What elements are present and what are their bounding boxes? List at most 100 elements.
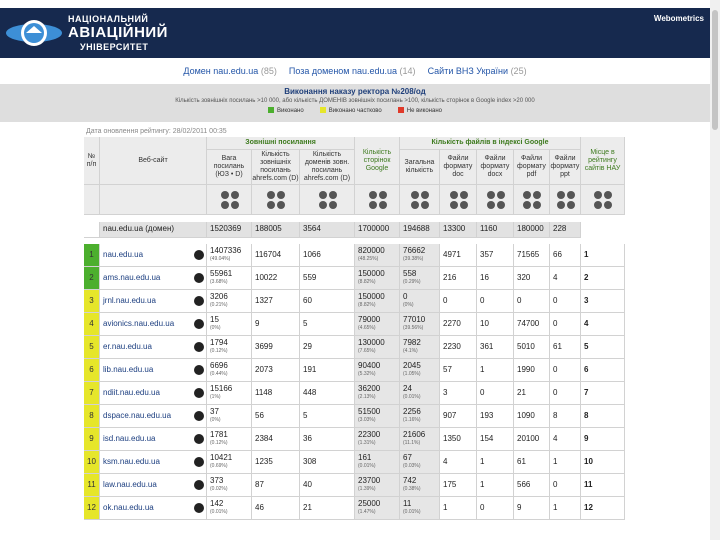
site-link[interactable]: ok.nau.edu.ua [100, 497, 207, 520]
sort-button[interactable] [368, 191, 377, 199]
metric-cell: 66 [550, 244, 581, 267]
site-link[interactable]: jrnl.nau.edu.ua [100, 290, 207, 313]
nav-link[interactable]: Сайти ВНЗ України (25) [428, 66, 527, 76]
sort-button[interactable] [411, 191, 419, 199]
sort-button[interactable] [486, 201, 495, 209]
site-link[interactable]: nau.edu.ua [100, 244, 207, 267]
metric-cell: 150000 (8.82%) [355, 290, 400, 313]
metric-cell: 77010 (39.56%) [400, 313, 440, 336]
sort-button[interactable] [523, 201, 531, 209]
info-icon[interactable] [194, 273, 204, 283]
nav-label: Поза доменом nau.edu.ua [288, 66, 398, 76]
sort-button[interactable] [277, 191, 285, 199]
info-icon[interactable] [194, 342, 204, 352]
sort-button[interactable] [459, 191, 468, 199]
sort-button[interactable] [533, 201, 541, 209]
metric-share: (0.12%) [210, 348, 228, 354]
sort-cell [84, 185, 100, 215]
scrollbar[interactable] [710, 0, 720, 540]
site-link[interactable]: dspace.nau.edu.ua [100, 405, 207, 428]
metric-value: 161 [358, 453, 372, 462]
sort-button[interactable] [368, 201, 377, 209]
sort-button[interactable] [594, 191, 602, 199]
sort-button[interactable] [277, 201, 285, 209]
row-number: 10 [84, 451, 100, 474]
sort-button[interactable] [556, 201, 565, 209]
sort-button[interactable] [378, 201, 387, 209]
metric-cell: 36 [300, 428, 355, 451]
metric-cell: 10022 [252, 267, 300, 290]
sort-button[interactable] [604, 201, 612, 209]
rank-place: 4 [581, 313, 625, 336]
nav-link[interactable]: Поза доменом nau.edu.ua (14) [289, 66, 416, 76]
sort-button[interactable] [459, 201, 468, 209]
site-link[interactable]: lib.nau.edu.ua [100, 359, 207, 382]
sort-button[interactable] [556, 191, 565, 199]
sort-button[interactable] [230, 201, 239, 209]
legend-item: Не виконано [397, 107, 442, 114]
site-link[interactable]: isd.nau.edu.ua [100, 428, 207, 451]
metric-share: (8.82%) [358, 302, 376, 308]
metric-cell: 4 [550, 267, 581, 290]
info-icon[interactable] [194, 296, 204, 306]
metric-cell: 5 [300, 313, 355, 336]
sort-button[interactable] [411, 201, 419, 209]
metric-value: 0 [403, 292, 408, 301]
metric-cell: 0 [550, 474, 581, 497]
sort-button[interactable] [378, 191, 387, 199]
metric-cell: 24 (0.01%) [400, 382, 440, 405]
sort-button[interactable] [267, 191, 275, 199]
metric-cell: 150000 (8.82%) [355, 267, 400, 290]
sort-button[interactable] [449, 201, 458, 209]
sort-button[interactable] [421, 191, 429, 199]
sort-button[interactable] [496, 201, 505, 209]
metric-value: 37 [210, 407, 219, 416]
info-icon[interactable] [194, 434, 204, 444]
info-icon[interactable] [194, 365, 204, 375]
sort-button[interactable] [496, 191, 505, 199]
sort-button[interactable] [220, 191, 229, 199]
brand-link[interactable]: Webometrics [653, 14, 704, 23]
info-icon[interactable] [194, 388, 204, 398]
info-icon[interactable] [194, 480, 204, 490]
site-link[interactable]: er.nau.edu.ua [100, 336, 207, 359]
metric-cell: 2270 [440, 313, 477, 336]
site-link[interactable]: law.nau.edu.ua [100, 474, 207, 497]
sort-button[interactable] [449, 191, 458, 199]
info-icon[interactable] [194, 250, 204, 260]
metric-value: 21606 [403, 430, 426, 439]
sort-button[interactable] [230, 191, 239, 199]
info-icon[interactable] [194, 319, 204, 329]
column-header: Кількість доменів зовн. посилань ahrefs.… [300, 150, 355, 185]
logo-emblem [6, 20, 62, 46]
metric-value: 2045 [403, 361, 421, 370]
sort-button[interactable] [318, 191, 327, 199]
sort-button[interactable] [566, 191, 575, 199]
column-header: Загальна кількість [400, 150, 440, 185]
metric-cell: 90400 (5.32%) [355, 359, 400, 382]
info-icon[interactable] [194, 457, 204, 467]
sort-button[interactable] [328, 191, 337, 199]
sort-button[interactable] [566, 201, 575, 209]
sort-button[interactable] [533, 191, 541, 199]
sort-button[interactable] [220, 201, 229, 209]
sort-button[interactable] [594, 201, 602, 209]
site-link[interactable]: ksm.nau.edu.ua [100, 451, 207, 474]
sort-button[interactable] [318, 201, 327, 209]
metric-share: (0.69%) [210, 463, 228, 469]
info-icon[interactable] [194, 503, 204, 513]
nav-link[interactable]: Домен nau.edu.ua (85) [183, 66, 276, 76]
site-link[interactable]: ndiit.nau.edu.ua [100, 382, 207, 405]
sort-button[interactable] [421, 201, 429, 209]
site-link[interactable]: avionics.nau.edu.ua [100, 313, 207, 336]
sort-button[interactable] [523, 191, 531, 199]
info-icon[interactable] [194, 411, 204, 421]
metric-cell: 5 [300, 405, 355, 428]
sort-button[interactable] [267, 201, 275, 209]
sort-button[interactable] [328, 201, 337, 209]
sort-button[interactable] [604, 191, 612, 199]
site-link[interactable]: ams.nau.edu.ua [100, 267, 207, 290]
metric-cell: 2045 (1.05%) [400, 359, 440, 382]
scrollbar-thumb[interactable] [712, 10, 718, 130]
sort-button[interactable] [486, 191, 495, 199]
